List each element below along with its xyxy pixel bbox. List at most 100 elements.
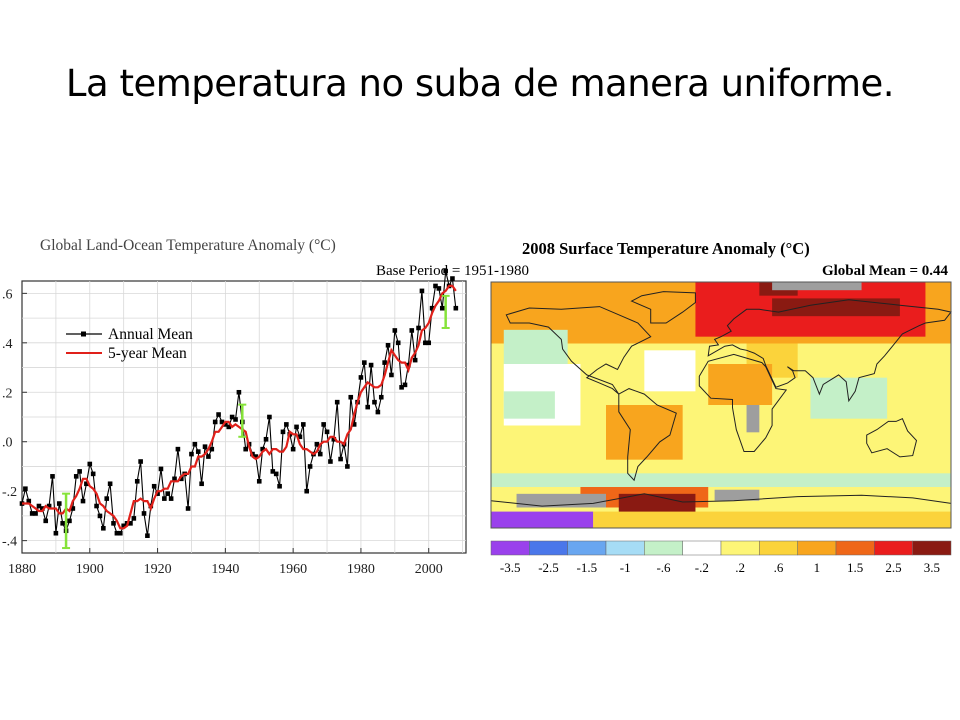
data-point-annual-mean xyxy=(219,419,225,425)
data-point-annual-mean xyxy=(436,286,442,291)
data-point-annual-mean xyxy=(260,446,265,452)
data-point-annual-mean xyxy=(104,496,110,501)
data-point-annual-mean xyxy=(351,422,357,427)
colorbar-label: 1.5 xyxy=(847,560,863,575)
anomaly-region xyxy=(708,364,773,405)
colorbar-swatch xyxy=(567,540,607,556)
anomaly-region xyxy=(606,405,683,460)
data-point-annual-mean xyxy=(151,483,157,489)
line-chart-legend: Annual Mean 5-year Mean xyxy=(66,326,193,362)
data-point-annual-mean xyxy=(87,461,93,467)
data-point-annual-mean xyxy=(412,357,418,363)
data-point-annual-mean xyxy=(70,506,76,511)
data-point-annual-mean xyxy=(236,389,242,395)
colorbar-swatch xyxy=(682,540,722,556)
data-point-annual-mean xyxy=(392,328,398,333)
data-point-annual-mean xyxy=(60,521,65,526)
data-point-annual-mean xyxy=(158,466,164,472)
y-tick-label: .6 xyxy=(2,287,13,302)
x-tick-label: 2000 xyxy=(415,562,443,577)
data-point-annual-mean xyxy=(172,476,177,482)
map-chart-title: 2008 Surface Temperature Anomaly (°C) xyxy=(522,239,810,258)
data-point-annual-mean xyxy=(389,372,394,378)
anomaly-region xyxy=(491,511,594,528)
missing-data-region xyxy=(772,282,862,291)
data-point-annual-mean xyxy=(90,471,96,477)
data-point-annual-mean xyxy=(168,496,174,501)
data-point-annual-mean xyxy=(334,399,340,405)
map-chart-global-mean: Global Mean = 0.44 xyxy=(822,263,949,279)
data-point-annual-mean xyxy=(43,518,49,524)
data-point-annual-mean xyxy=(216,412,221,417)
data-point-annual-mean xyxy=(362,360,367,365)
data-point-annual-mean xyxy=(199,481,204,487)
line-chart: Global Land-Ocean Temperature Anomaly (°… xyxy=(2,237,467,577)
colorbar-label: -1 xyxy=(620,560,631,575)
data-point-annual-mean xyxy=(56,501,62,506)
data-point-annual-mean xyxy=(399,385,404,390)
data-point-annual-mean xyxy=(202,444,208,449)
legend-annual-mean-marker xyxy=(81,331,86,337)
data-point-annual-mean xyxy=(453,305,459,311)
x-tick-label: 1880 xyxy=(8,562,36,577)
data-point-annual-mean xyxy=(26,498,32,504)
data-point-annual-mean xyxy=(97,513,103,519)
colorbar-label: -2.5 xyxy=(538,560,559,575)
data-point-annual-mean xyxy=(206,454,211,459)
data-point-annual-mean xyxy=(324,429,330,435)
data-point-annual-mean xyxy=(178,476,184,482)
data-point-annual-mean xyxy=(307,464,313,469)
coastline-antarctica xyxy=(490,493,952,507)
x-tick-label: 1920 xyxy=(144,562,172,577)
data-point-annual-mean xyxy=(189,451,194,457)
data-point-annual-mean xyxy=(209,446,215,452)
data-point-annual-mean xyxy=(416,325,421,331)
data-point-annual-mean xyxy=(111,521,116,526)
data-point-annual-mean xyxy=(185,506,191,511)
data-point-annual-mean xyxy=(395,340,401,346)
colorbar-swatch xyxy=(759,540,798,556)
colorbar-label: -1.5 xyxy=(577,560,598,575)
coastline-greenland xyxy=(630,291,696,324)
data-point-annual-mean xyxy=(267,414,272,420)
data-point-annual-mean xyxy=(378,394,384,400)
series-five-year-mean-line xyxy=(22,284,457,530)
data-point-annual-mean xyxy=(372,399,377,405)
coastline-africa xyxy=(698,353,788,452)
data-point-annual-mean xyxy=(358,375,364,380)
data-point-annual-mean xyxy=(348,394,354,400)
data-point-annual-mean xyxy=(450,276,455,281)
data-point-annual-mean xyxy=(226,424,232,430)
anomaly-region xyxy=(772,298,900,317)
data-point-annual-mean xyxy=(117,530,123,536)
map-frame xyxy=(490,281,952,529)
data-point-annual-mean xyxy=(121,523,126,529)
missing-data-region xyxy=(746,405,760,433)
data-point-annual-mean xyxy=(338,456,343,462)
data-point-annual-mean xyxy=(301,422,306,427)
data-point-annual-mean xyxy=(94,503,99,509)
colorbar-label: -.2 xyxy=(695,560,709,575)
data-point-annual-mean xyxy=(270,469,276,474)
data-point-annual-mean xyxy=(107,481,113,487)
anomaly-region xyxy=(593,511,951,528)
data-point-annual-mean xyxy=(53,530,59,536)
data-point-annual-mean xyxy=(328,459,333,464)
data-point-annual-mean xyxy=(385,342,391,348)
data-point-annual-mean xyxy=(141,511,147,516)
colorbar: -3.5 -2.5 -1.5 -1 -.6 -.2 .2 .6 1 1.5 2.5 3.5 xyxy=(490,540,952,575)
anomaly-region xyxy=(644,350,696,392)
data-point-annual-mean xyxy=(406,362,411,368)
y-tick-label: -.4 xyxy=(2,535,17,550)
data-point-annual-mean xyxy=(195,449,201,454)
data-point-annual-mean xyxy=(101,525,106,531)
data-point-annual-mean xyxy=(290,446,296,452)
data-point-annual-mean xyxy=(73,474,79,479)
coastline-north-america xyxy=(505,306,652,395)
data-point-annual-mean xyxy=(229,414,235,420)
slide-title: La temperatura no suba de manera uniform… xyxy=(65,62,895,105)
data-point-annual-mean xyxy=(46,503,52,509)
colorbar-label: .2 xyxy=(735,560,745,575)
data-point-annual-mean xyxy=(294,424,299,430)
colorbar-label: .6 xyxy=(774,560,784,575)
